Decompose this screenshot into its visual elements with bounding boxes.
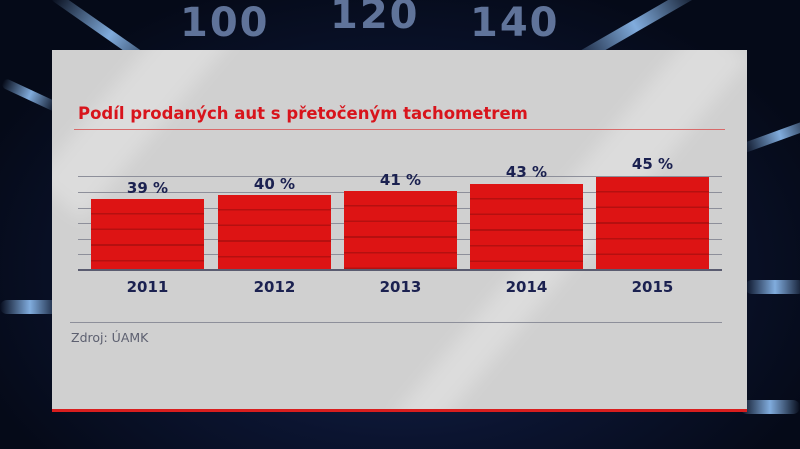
speed-number: 140 <box>470 0 560 46</box>
speed-number: 120 <box>330 0 420 38</box>
value-label: 39 % <box>126 179 169 197</box>
value-label: 45 % <box>631 155 674 173</box>
value-label: 40 % <box>253 175 296 193</box>
chart-title: Podíl prodaných aut s přetočeným tachome… <box>78 104 528 123</box>
category-label: 2012 <box>253 278 296 296</box>
light-streak <box>745 280 800 294</box>
bar-2012 <box>218 195 331 270</box>
bar-2013 <box>344 191 457 270</box>
bar-2011 <box>91 199 204 270</box>
value-label: 43 % <box>505 163 548 181</box>
light-streak <box>740 400 800 414</box>
category-label: 2014 <box>505 278 548 296</box>
x-axis <box>78 269 722 271</box>
category-label: 2013 <box>379 278 422 296</box>
light-streak <box>0 77 60 113</box>
source-note: Zdroj: ÚAMK <box>71 330 149 345</box>
category-label: 2015 <box>631 278 674 296</box>
chart-panel: Podíl prodaných aut s přetočeným tachome… <box>52 50 747 412</box>
value-label: 41 % <box>379 171 422 189</box>
footer-divider <box>70 322 722 323</box>
bar-2014 <box>470 184 583 270</box>
light-streak <box>0 300 60 314</box>
speed-number: 100 <box>180 0 270 46</box>
title-divider <box>74 129 725 130</box>
gridline <box>78 176 722 177</box>
bar-2015 <box>596 177 709 270</box>
light-streak <box>740 116 800 154</box>
category-label: 2011 <box>126 278 169 296</box>
